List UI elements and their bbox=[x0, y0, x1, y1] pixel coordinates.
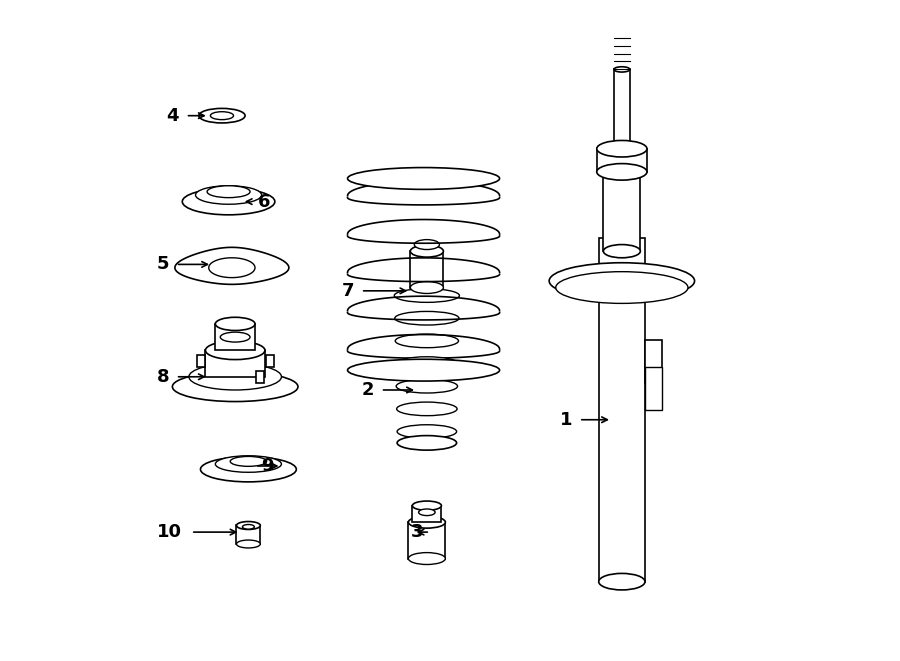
Bar bbox=[597, 149, 647, 172]
Ellipse shape bbox=[603, 165, 641, 178]
Bar bbox=[645, 367, 662, 410]
Ellipse shape bbox=[395, 334, 458, 348]
Ellipse shape bbox=[201, 457, 296, 482]
Ellipse shape bbox=[397, 402, 457, 416]
Ellipse shape bbox=[412, 501, 441, 510]
Ellipse shape bbox=[230, 456, 266, 467]
Ellipse shape bbox=[418, 509, 435, 516]
Ellipse shape bbox=[237, 522, 260, 529]
Text: 5: 5 bbox=[157, 255, 169, 274]
Text: 4: 4 bbox=[166, 106, 179, 125]
Ellipse shape bbox=[211, 112, 233, 120]
Ellipse shape bbox=[597, 164, 647, 180]
Ellipse shape bbox=[549, 262, 695, 299]
Ellipse shape bbox=[242, 525, 255, 529]
Ellipse shape bbox=[347, 360, 500, 381]
Bar bbox=[614, 69, 630, 149]
Ellipse shape bbox=[394, 289, 459, 302]
Ellipse shape bbox=[183, 188, 274, 215]
Text: 9: 9 bbox=[262, 457, 274, 475]
Ellipse shape bbox=[220, 332, 250, 342]
Ellipse shape bbox=[614, 67, 630, 72]
Ellipse shape bbox=[396, 357, 458, 370]
Ellipse shape bbox=[189, 364, 282, 390]
Ellipse shape bbox=[173, 371, 298, 401]
Ellipse shape bbox=[597, 140, 647, 157]
Bar bbox=[266, 355, 274, 367]
Ellipse shape bbox=[347, 167, 500, 189]
Ellipse shape bbox=[215, 317, 255, 330]
Ellipse shape bbox=[207, 186, 250, 198]
Bar bbox=[410, 251, 444, 288]
Bar bbox=[205, 350, 265, 377]
Ellipse shape bbox=[396, 379, 457, 393]
Ellipse shape bbox=[603, 245, 641, 258]
Polygon shape bbox=[209, 258, 255, 278]
Ellipse shape bbox=[414, 239, 439, 249]
Bar bbox=[409, 522, 446, 559]
Text: 6: 6 bbox=[258, 192, 271, 211]
Bar bbox=[645, 340, 662, 383]
Bar bbox=[256, 371, 265, 383]
Bar bbox=[197, 355, 205, 367]
Bar bbox=[237, 525, 260, 544]
Ellipse shape bbox=[395, 311, 459, 325]
Bar bbox=[603, 172, 641, 251]
Ellipse shape bbox=[409, 553, 446, 564]
Ellipse shape bbox=[556, 272, 688, 303]
Ellipse shape bbox=[237, 540, 260, 548]
Bar bbox=[598, 238, 645, 582]
Ellipse shape bbox=[215, 456, 282, 472]
Ellipse shape bbox=[397, 436, 456, 450]
Text: 10: 10 bbox=[158, 523, 183, 541]
Ellipse shape bbox=[397, 425, 456, 438]
Text: 7: 7 bbox=[342, 282, 355, 300]
Text: 2: 2 bbox=[362, 381, 374, 399]
Ellipse shape bbox=[410, 282, 444, 293]
Bar bbox=[215, 324, 255, 350]
Text: 3: 3 bbox=[411, 523, 424, 541]
Polygon shape bbox=[175, 247, 289, 284]
Ellipse shape bbox=[195, 186, 262, 204]
Ellipse shape bbox=[409, 516, 446, 528]
Ellipse shape bbox=[410, 245, 444, 257]
Ellipse shape bbox=[205, 341, 265, 360]
Text: 8: 8 bbox=[157, 368, 169, 386]
Bar bbox=[412, 506, 441, 522]
Ellipse shape bbox=[199, 108, 245, 123]
Text: 1: 1 bbox=[560, 410, 572, 429]
Ellipse shape bbox=[598, 573, 645, 590]
